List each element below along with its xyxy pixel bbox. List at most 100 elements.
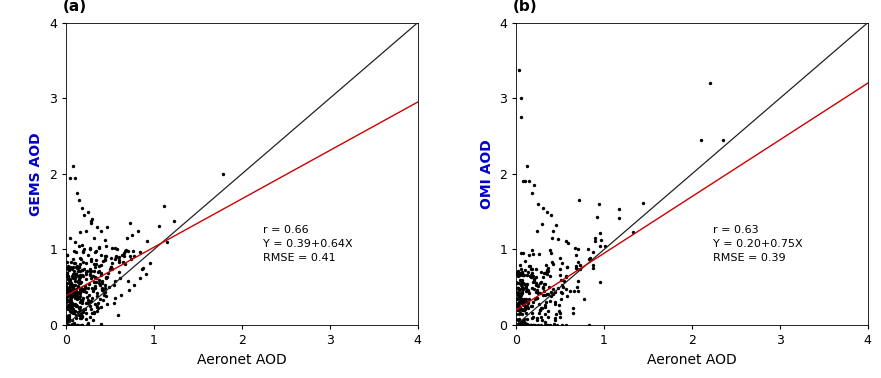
Point [526, 322, 540, 328]
Point [514, 322, 528, 328]
Point [68, 277, 82, 284]
Point [557, 277, 571, 284]
Point [541, 322, 555, 328]
Point [545, 259, 559, 265]
Point [548, 317, 562, 323]
Point [77, 246, 91, 253]
Point [105, 245, 119, 251]
Point [569, 284, 583, 290]
Point [513, 270, 527, 276]
Point [509, 321, 523, 327]
Point [509, 279, 523, 285]
Point [67, 310, 81, 316]
Point [62, 285, 76, 291]
Point [513, 276, 527, 282]
Point [583, 255, 597, 261]
Point [612, 215, 626, 222]
Point [522, 178, 537, 184]
Point [63, 298, 77, 304]
Point [66, 287, 80, 293]
Point [89, 248, 103, 254]
Point [552, 308, 566, 314]
Point [83, 268, 97, 274]
Point [65, 322, 79, 328]
Point [66, 301, 80, 307]
Point [61, 288, 75, 294]
Point [65, 299, 79, 305]
Point [63, 278, 78, 284]
Point [107, 300, 121, 306]
Point [588, 235, 602, 242]
Point [79, 260, 93, 266]
Point [537, 288, 552, 294]
Point [525, 314, 539, 321]
Point [108, 254, 122, 260]
Point [73, 299, 87, 305]
Point [66, 263, 80, 270]
Point [511, 295, 525, 301]
Point [525, 303, 539, 309]
Point [76, 313, 90, 319]
Point [515, 321, 529, 327]
Point [94, 228, 108, 234]
Point [81, 322, 95, 328]
Point [544, 288, 559, 294]
Point [511, 303, 525, 309]
Point [98, 253, 112, 259]
Point [63, 299, 78, 305]
Point [105, 260, 119, 266]
Point [70, 293, 84, 299]
Point [515, 297, 529, 303]
Point [79, 294, 93, 301]
Point [74, 285, 88, 291]
Point [88, 283, 102, 289]
Point [524, 303, 538, 309]
Point [78, 310, 93, 316]
Point [78, 289, 93, 295]
Point [81, 300, 95, 306]
Point [66, 307, 80, 313]
Point [71, 284, 85, 290]
Point [82, 298, 96, 304]
Point [76, 288, 90, 294]
Point [66, 271, 80, 277]
Point [69, 286, 83, 292]
Text: (a): (a) [63, 0, 86, 14]
Point [597, 243, 611, 249]
Point [533, 307, 547, 313]
Point [513, 294, 527, 300]
Point [99, 293, 113, 299]
Point [91, 300, 105, 306]
Point [515, 249, 529, 256]
Point [100, 270, 115, 276]
Point [63, 259, 78, 265]
Point [527, 276, 541, 282]
Point [95, 280, 109, 287]
Point [99, 274, 113, 280]
Point [63, 263, 77, 270]
Point [515, 284, 529, 290]
Point [546, 321, 560, 327]
Point [68, 175, 82, 181]
Point [65, 305, 79, 311]
Point [516, 319, 530, 325]
Point [519, 322, 533, 328]
Point [75, 297, 89, 303]
Point [88, 301, 102, 307]
Point [90, 304, 104, 310]
Point [559, 286, 574, 292]
Point [60, 319, 74, 325]
Point [88, 274, 102, 280]
Point [513, 296, 527, 302]
Point [63, 292, 78, 298]
Point [544, 235, 559, 242]
Point [517, 322, 531, 328]
Point [561, 240, 575, 246]
Point [90, 290, 104, 296]
Point [69, 302, 83, 308]
Point [516, 250, 530, 256]
Point [63, 305, 78, 311]
Point [60, 317, 74, 323]
Point [61, 285, 75, 291]
Point [83, 314, 97, 320]
